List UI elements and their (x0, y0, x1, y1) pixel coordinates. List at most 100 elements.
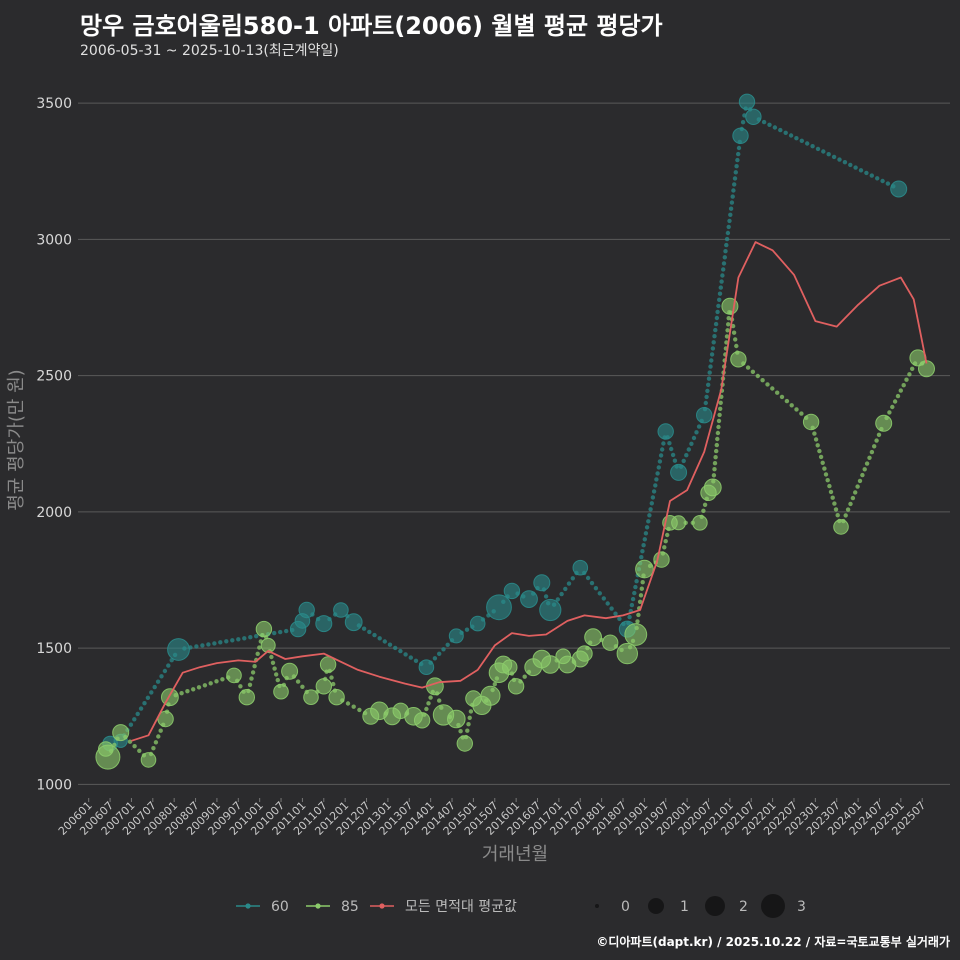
connector-dot (708, 364, 713, 369)
connector-dot (732, 182, 737, 187)
connector-dot (887, 410, 892, 415)
connector-dot (647, 513, 652, 518)
connector-dot (651, 489, 657, 494)
connector-dot (848, 162, 853, 168)
data-point (671, 515, 687, 531)
connector-dot (730, 194, 735, 199)
y-axis-ticks: 1000 1500 2000 2500 3000 3500 (36, 96, 72, 793)
connector-dot (275, 677, 280, 683)
connector-dot (874, 438, 879, 443)
connector-dot (812, 431, 817, 436)
avg-line (131, 241, 928, 742)
connector-dot (820, 460, 825, 465)
connector-dot (731, 188, 736, 193)
connector-dot (723, 249, 728, 254)
series-s85 (95, 297, 935, 770)
data-point (624, 623, 648, 646)
connector-dot (726, 322, 731, 327)
y-tick-label: 2000 (36, 505, 72, 521)
data-point (140, 752, 157, 768)
connector-dot (728, 206, 734, 211)
connector-dot (655, 471, 660, 476)
connector-dot (726, 224, 731, 230)
connector-dot (726, 316, 731, 321)
y-tick-label: 3000 (36, 232, 72, 248)
chart-title: 망우 금호어울림580-1 아파트(2006) 월별 평균 평당가 (80, 12, 663, 40)
connector-dot (331, 681, 336, 687)
connector-dot (589, 580, 595, 586)
connector-dot (424, 706, 429, 712)
connector-dot (827, 483, 832, 489)
connector-dot (272, 630, 277, 636)
connector-dot (721, 261, 727, 266)
data-point (657, 423, 674, 440)
connector-dot (718, 285, 723, 290)
connector-dot (242, 636, 247, 641)
connector-dot (632, 590, 637, 596)
connector-dot (629, 602, 635, 608)
connector-dot (721, 267, 726, 272)
connector-dot (833, 507, 839, 512)
size-legend-label: 2 (739, 899, 748, 915)
data-point (319, 656, 337, 673)
data-point (732, 127, 749, 145)
connector-dot (465, 728, 470, 733)
connector-dot (892, 399, 898, 404)
connector-dot (254, 634, 259, 639)
data-point (501, 659, 518, 676)
connector-dot (566, 581, 572, 586)
data-point (730, 351, 747, 368)
connector-dot (705, 388, 710, 394)
connector-dot (731, 330, 737, 335)
connector-dot (663, 539, 668, 544)
connector-dot (713, 327, 718, 333)
connector-dot (815, 443, 820, 448)
connector-dot (767, 122, 772, 128)
connector-dot (220, 677, 225, 682)
connector-dot (736, 145, 742, 151)
y-tick-label: 1000 (36, 777, 72, 793)
connector-dot (669, 446, 674, 452)
connector-dot (733, 170, 738, 175)
legend-label: 85 (341, 899, 359, 915)
connector-dot (196, 685, 202, 690)
connector-dot (351, 704, 356, 709)
connector-dot (845, 507, 851, 512)
connector-dot (274, 672, 279, 677)
connector-dot (153, 740, 159, 745)
connector-dot (636, 612, 641, 618)
connector-dot (858, 168, 864, 173)
connector-dot (716, 303, 721, 309)
connector-dot (135, 711, 140, 717)
connector-dot (745, 365, 751, 370)
connector-dot (641, 543, 646, 548)
connector-dot (724, 334, 730, 339)
connector-dot (805, 141, 810, 146)
connector-dot (704, 394, 709, 400)
connector-dot (832, 501, 837, 506)
connector-dot (426, 701, 431, 706)
connector-dot (212, 641, 217, 646)
data-point (520, 590, 538, 608)
size-legend-dot (705, 896, 725, 916)
connector-dot (464, 627, 470, 632)
connector-dot (818, 454, 824, 460)
data-point (447, 709, 466, 729)
connector-dot (597, 591, 602, 596)
connector-dot (711, 473, 717, 478)
data-point (161, 688, 179, 707)
connector-dot (662, 545, 667, 550)
connector-dot (238, 684, 243, 689)
connector-dot (709, 352, 715, 357)
connector-dot (890, 404, 895, 410)
connector-dot (458, 729, 463, 734)
connector-dot (842, 160, 848, 165)
connector-dot (467, 715, 472, 720)
legend-label: 모든 면적대 평균값 (405, 899, 517, 915)
connector-dot (428, 695, 433, 700)
connector-dot (835, 513, 840, 518)
data-point (469, 615, 486, 632)
connector-dot (249, 676, 254, 681)
data-point (890, 180, 908, 198)
connector-dot (654, 477, 659, 482)
